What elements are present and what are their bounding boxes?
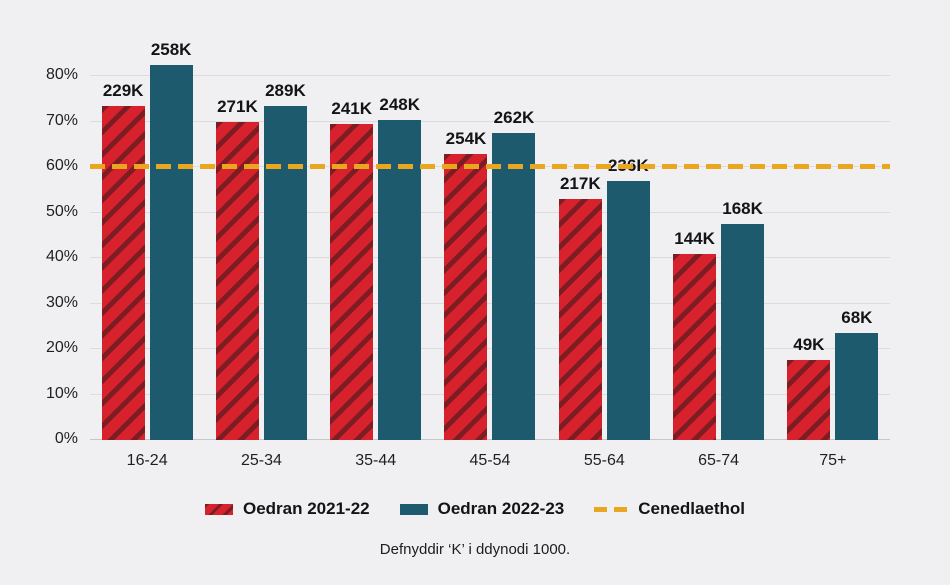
bar-group-25-34: 271K 289K 25-34 [204, 40, 318, 469]
national-reference-line [90, 164, 890, 170]
plot-area: 0% 10% 20% 30% 40% 50% 60% 70% 80% 229K 258K 16-24 2… [46, 40, 890, 469]
legend-swatch-2022-23-icon [399, 503, 428, 515]
bar-value-label: 258K [150, 40, 192, 59]
bar-value-label: 168K [722, 199, 763, 219]
y-axis-tick-label: 0% [54, 430, 78, 447]
bar-group-75+: 49K 68K 75+ [776, 40, 890, 469]
bar-oedran-2021-22-16-24: 229K [101, 81, 145, 440]
bar-oedran-2022-23-25-34: 289K [263, 81, 307, 440]
legend-item-national: Cenedlaethol [594, 499, 745, 519]
bar-value-label: 262K [493, 108, 535, 128]
legend-swatch-national-icon [594, 506, 629, 512]
bar-oedran-2021-22-35-44: 241K [330, 99, 374, 440]
x-axis-category-label: 75+ [819, 452, 847, 469]
bar-oedran-2022-23-16-24: 258K [149, 40, 193, 440]
legend-label-2021-22: Oedran 2021-22 [242, 499, 370, 518]
x-axis-category-label: 45-54 [469, 452, 511, 469]
x-axis-category-label: 25-34 [240, 452, 282, 469]
x-axis-category-label: 65-74 [698, 452, 740, 469]
bar-oedran-2021-22-75+: 49K [787, 335, 831, 440]
y-axis-tick-label: 20% [45, 339, 78, 357]
gridline [90, 393, 890, 395]
bar-group-65-74: 144K 168K 65-74 [661, 40, 775, 469]
bar-value-label: 229K [102, 80, 144, 100]
bar-value-label: 289K [265, 80, 306, 100]
y-axis-tick-label: 50% [45, 202, 78, 220]
chart-footnote: Defnyddir ‘K’ i ddynodi 1000. [379, 541, 571, 558]
bar-oedran-2022-23-35-44: 248K [378, 95, 422, 440]
bar-oedran-2022-23-65-74: 168K [721, 199, 765, 440]
y-axis-tick-label: 30% [45, 293, 78, 311]
gridline [90, 302, 890, 304]
bar-oedran-2021-22-25-34: 271K [215, 97, 259, 440]
x-axis-category-label: 16-24 [126, 452, 168, 469]
bar-value-label: 271K [217, 96, 258, 116]
gridline [90, 348, 890, 350]
x-axis-category-label: 35-44 [355, 452, 397, 469]
bar-value-label: 144K [674, 228, 715, 248]
y-axis-tick-label: 80% [45, 66, 78, 84]
bar-oedran-2021-22-45-54: 254K [444, 129, 488, 440]
legend-label-national: Cenedlaethol [638, 499, 746, 518]
bar-oedran-2022-23-75+: 68K [835, 308, 879, 440]
bar-oedran-2022-23-45-54: 262K [492, 108, 536, 440]
x-axis-line [90, 439, 890, 440]
legend: Oedran 2021-22 Oedran 2022-23 Cenedlaeth… [0, 499, 950, 519]
legend-item-2021-22: Oedran 2021-22 [204, 499, 370, 519]
bar-oedran-2021-22-55-64: 217K [558, 174, 602, 440]
gridline [90, 75, 890, 77]
y-axis-tick-label: 10% [45, 384, 78, 402]
y-axis-tick-label: 60% [45, 157, 78, 175]
bar-value-label: 241K [331, 99, 373, 119]
y-axis-tick-label: 40% [45, 248, 78, 266]
bar-value-label: 68K [841, 308, 873, 328]
y-axis-tick-label: 70% [45, 111, 78, 129]
legend-swatch-2021-22-icon [204, 503, 233, 515]
bar-value-label: 217K [559, 174, 601, 194]
gridline [90, 257, 890, 259]
bar-oedran-2021-22-65-74: 144K [673, 229, 717, 440]
bar-oedran-2022-23-55-64: 236K [606, 156, 650, 440]
bar-value-label: 254K [445, 128, 487, 148]
bar-group-16-24: 229K 258K 16-24 [90, 40, 204, 469]
legend-label-2022-23: Oedran 2022-23 [437, 499, 565, 518]
gridline [90, 120, 890, 122]
x-axis-category-label: 55-64 [583, 452, 625, 469]
bar-value-label: 248K [379, 94, 421, 114]
gridline [90, 211, 890, 213]
bar-group-35-44: 241K 248K 35-44 [319, 40, 433, 469]
bar-group-45-54: 254K 262K 45-54 [433, 40, 547, 469]
bar-value-label: 49K [793, 335, 825, 355]
legend-item-2022-23: Oedran 2022-23 [399, 499, 565, 519]
bar-group-55-64: 217K236K 55-64 [547, 40, 661, 469]
